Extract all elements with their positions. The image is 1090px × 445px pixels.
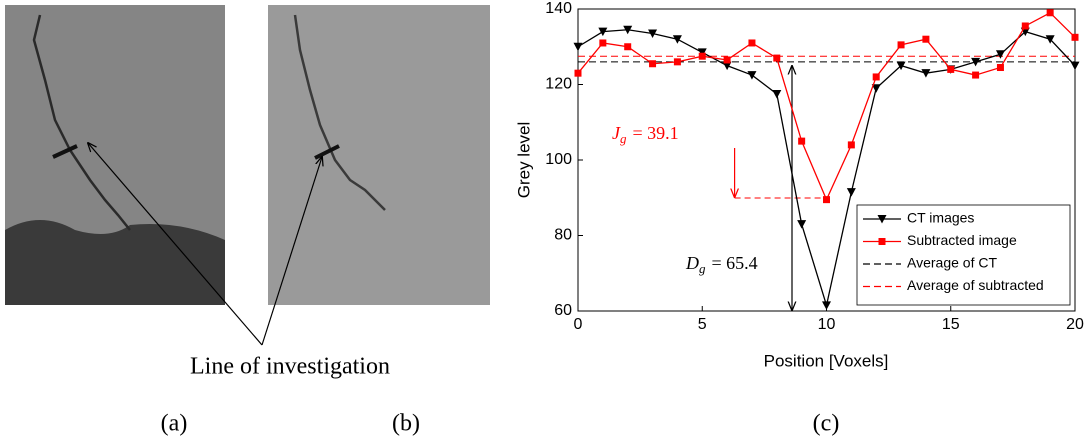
series-line — [577, 11, 1076, 202]
data-point — [798, 137, 806, 145]
y-tick-label: 60 — [554, 302, 572, 319]
y-tick-label: 80 — [554, 227, 572, 244]
data-point — [773, 54, 781, 62]
x-axis-label: Position [Voxels] — [764, 351, 889, 370]
data-point — [1045, 35, 1055, 44]
y-tick-label: 120 — [545, 76, 572, 93]
data-point — [1071, 33, 1079, 41]
annotation-text: = 39.1 — [633, 123, 679, 143]
legend-box — [856, 204, 1071, 306]
callout-arrow — [88, 143, 263, 346]
image-b — [268, 5, 490, 305]
callout-arrow — [261, 157, 322, 346]
legend-marker — [877, 215, 887, 224]
annotation-subscript: g — [620, 131, 627, 146]
legend-label: Average of subtracted — [907, 277, 1044, 293]
panel-label: (b) — [392, 411, 420, 437]
data-point — [947, 65, 955, 73]
annotation-symbol: D — [685, 253, 699, 273]
data-point — [672, 35, 682, 44]
data-point — [922, 35, 930, 43]
data-point — [624, 43, 632, 51]
y-tick-label: 100 — [545, 151, 572, 168]
annotation-symbol: J — [612, 123, 621, 143]
x-tick-label: 15 — [942, 316, 960, 333]
annotation: Jg = 39.1 — [612, 123, 679, 146]
x-tick-label: 0 — [574, 316, 583, 333]
data-point — [921, 69, 931, 78]
data-point — [797, 220, 807, 229]
data-point — [823, 196, 830, 204]
data-point — [649, 60, 657, 68]
data-point — [1070, 61, 1080, 71]
data-point — [1021, 22, 1029, 30]
data-point — [599, 39, 607, 47]
data-point — [697, 48, 707, 57]
callout-label: Line of investigation — [190, 354, 390, 380]
data-point — [673, 58, 681, 66]
annotation: Dg = 65.4 — [685, 253, 758, 276]
image-a — [5, 5, 225, 305]
data-point — [996, 64, 1004, 72]
data-point — [648, 29, 658, 39]
data-point — [1046, 9, 1054, 17]
data-point — [822, 301, 831, 310]
data-point — [872, 73, 880, 81]
data-point — [896, 61, 906, 71]
data-point — [971, 57, 981, 67]
data-point — [722, 61, 732, 71]
y-tick-label: 140 — [545, 0, 572, 17]
data-point — [623, 25, 633, 35]
legend-marker — [878, 238, 886, 245]
data-point — [772, 89, 782, 99]
data-point — [723, 56, 731, 64]
data-point — [747, 71, 757, 80]
data-point — [598, 27, 608, 37]
data-point — [871, 84, 881, 93]
data-point — [748, 39, 756, 47]
x-tick-label: 5 — [698, 316, 707, 333]
data-point — [574, 69, 582, 77]
legend-label: Subtracted image — [907, 232, 1017, 248]
x-tick-label: 20 — [1066, 316, 1084, 333]
annotation-text: = 65.4 — [712, 253, 758, 273]
data-point — [995, 50, 1005, 59]
data-point — [847, 141, 855, 149]
data-point — [698, 52, 706, 60]
data-point — [897, 41, 905, 49]
panel-label: (c) — [813, 411, 840, 437]
data-point — [972, 71, 980, 79]
data-point — [573, 42, 583, 52]
legend-label: Average of CT — [907, 255, 997, 271]
x-tick-label: 10 — [818, 316, 836, 333]
data-point — [846, 188, 856, 197]
panel-label: (a) — [161, 411, 188, 437]
annotation-subscript: g — [699, 261, 706, 276]
y-axis-label: Grey level — [514, 122, 533, 199]
legend-label: CT images — [907, 210, 974, 226]
